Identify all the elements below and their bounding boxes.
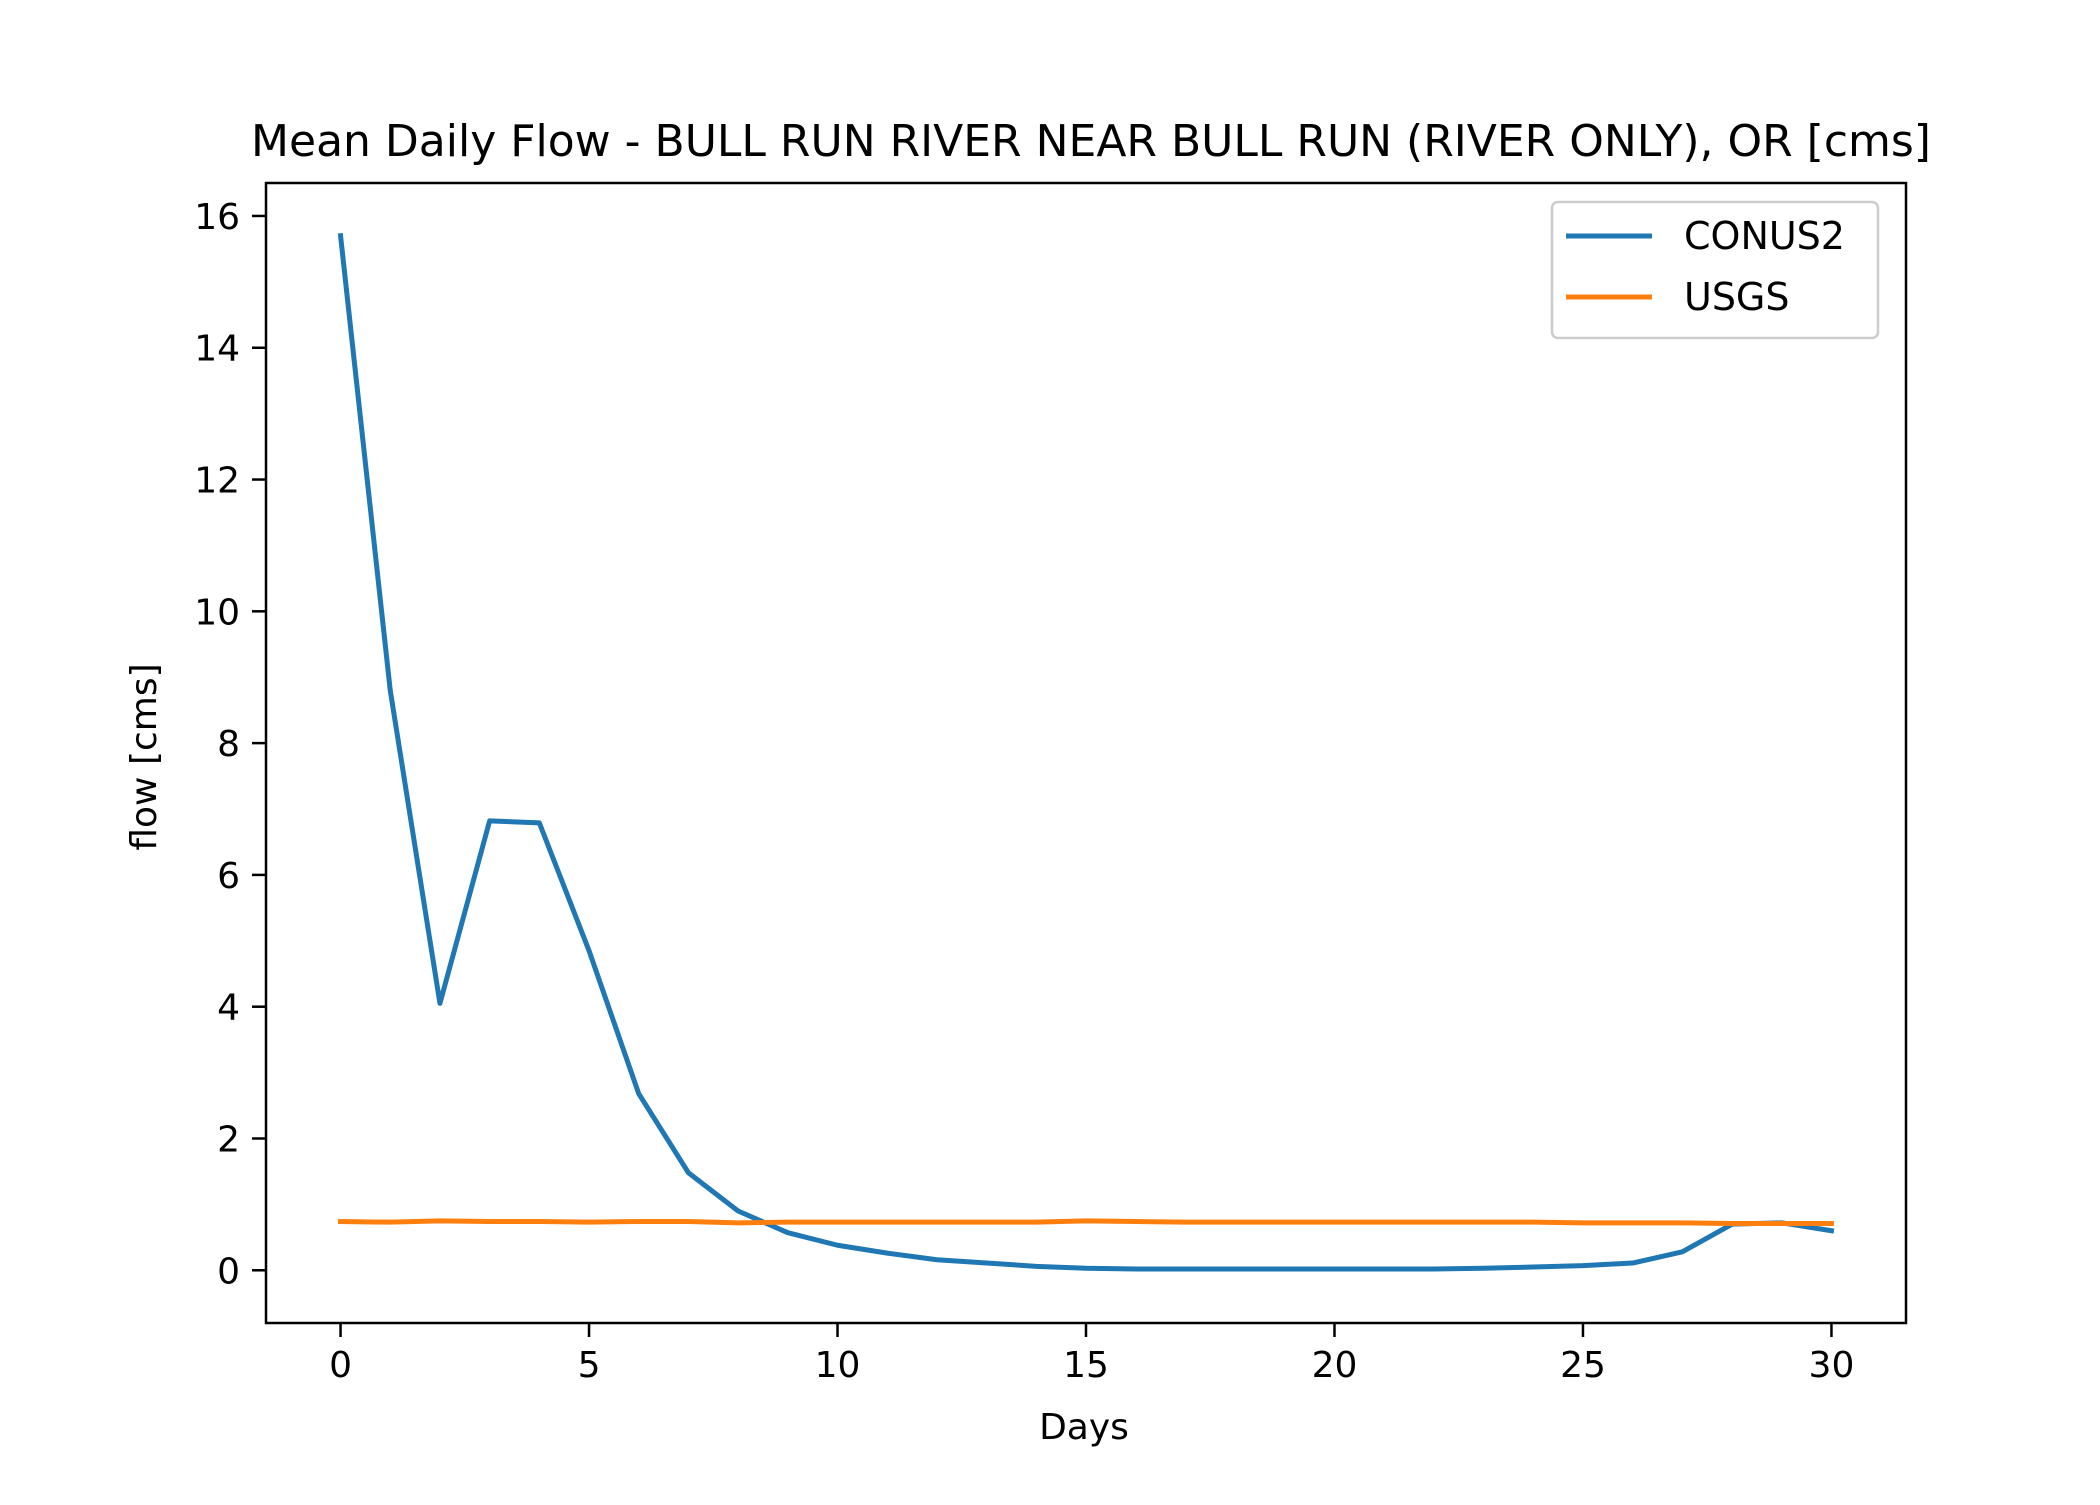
legend: CONUS2 USGS [1550, 200, 1880, 340]
x-tick-label: 10 [815, 1345, 861, 1386]
x-tick-label: 30 [1809, 1345, 1855, 1386]
y-tick-label: 14 [194, 329, 240, 370]
x-tick-label: 5 [578, 1345, 601, 1386]
x-axis-label: Days [1039, 1407, 1129, 1448]
x-tick-label: 15 [1063, 1345, 1109, 1386]
y-axis-label: flow [cms] [124, 663, 165, 850]
y-tick-label: 10 [194, 592, 240, 633]
y-tick-label: 0 [217, 1251, 240, 1292]
x-tick-label: 0 [329, 1345, 352, 1386]
y-tick-label: 12 [194, 461, 240, 502]
y-tick-label: 16 [194, 197, 240, 238]
x-tick-label: 20 [1312, 1345, 1358, 1386]
y-tick-label: 6 [217, 856, 240, 897]
x-tick-label: 25 [1560, 1345, 1606, 1386]
axes-frame [264, 181, 1908, 1325]
y-tick-label: 8 [217, 724, 240, 765]
y-tick-label: 2 [217, 1119, 240, 1160]
series-line-conus2 [337, 232, 1835, 1272]
legend-label-conus2: CONUS2 [1684, 214, 1845, 258]
legend-label-usgs: USGS [1684, 275, 1790, 319]
y-tick-label: 4 [217, 988, 240, 1029]
plot-area: 0 5 10 15 20 25 30 0 2 4 6 8 10 12 14 16 [194, 181, 1908, 1386]
chart-title: Mean Daily Flow - BULL RUN RIVER NEAR BU… [251, 116, 1931, 167]
series-line-usgs [338, 1218, 1834, 1226]
